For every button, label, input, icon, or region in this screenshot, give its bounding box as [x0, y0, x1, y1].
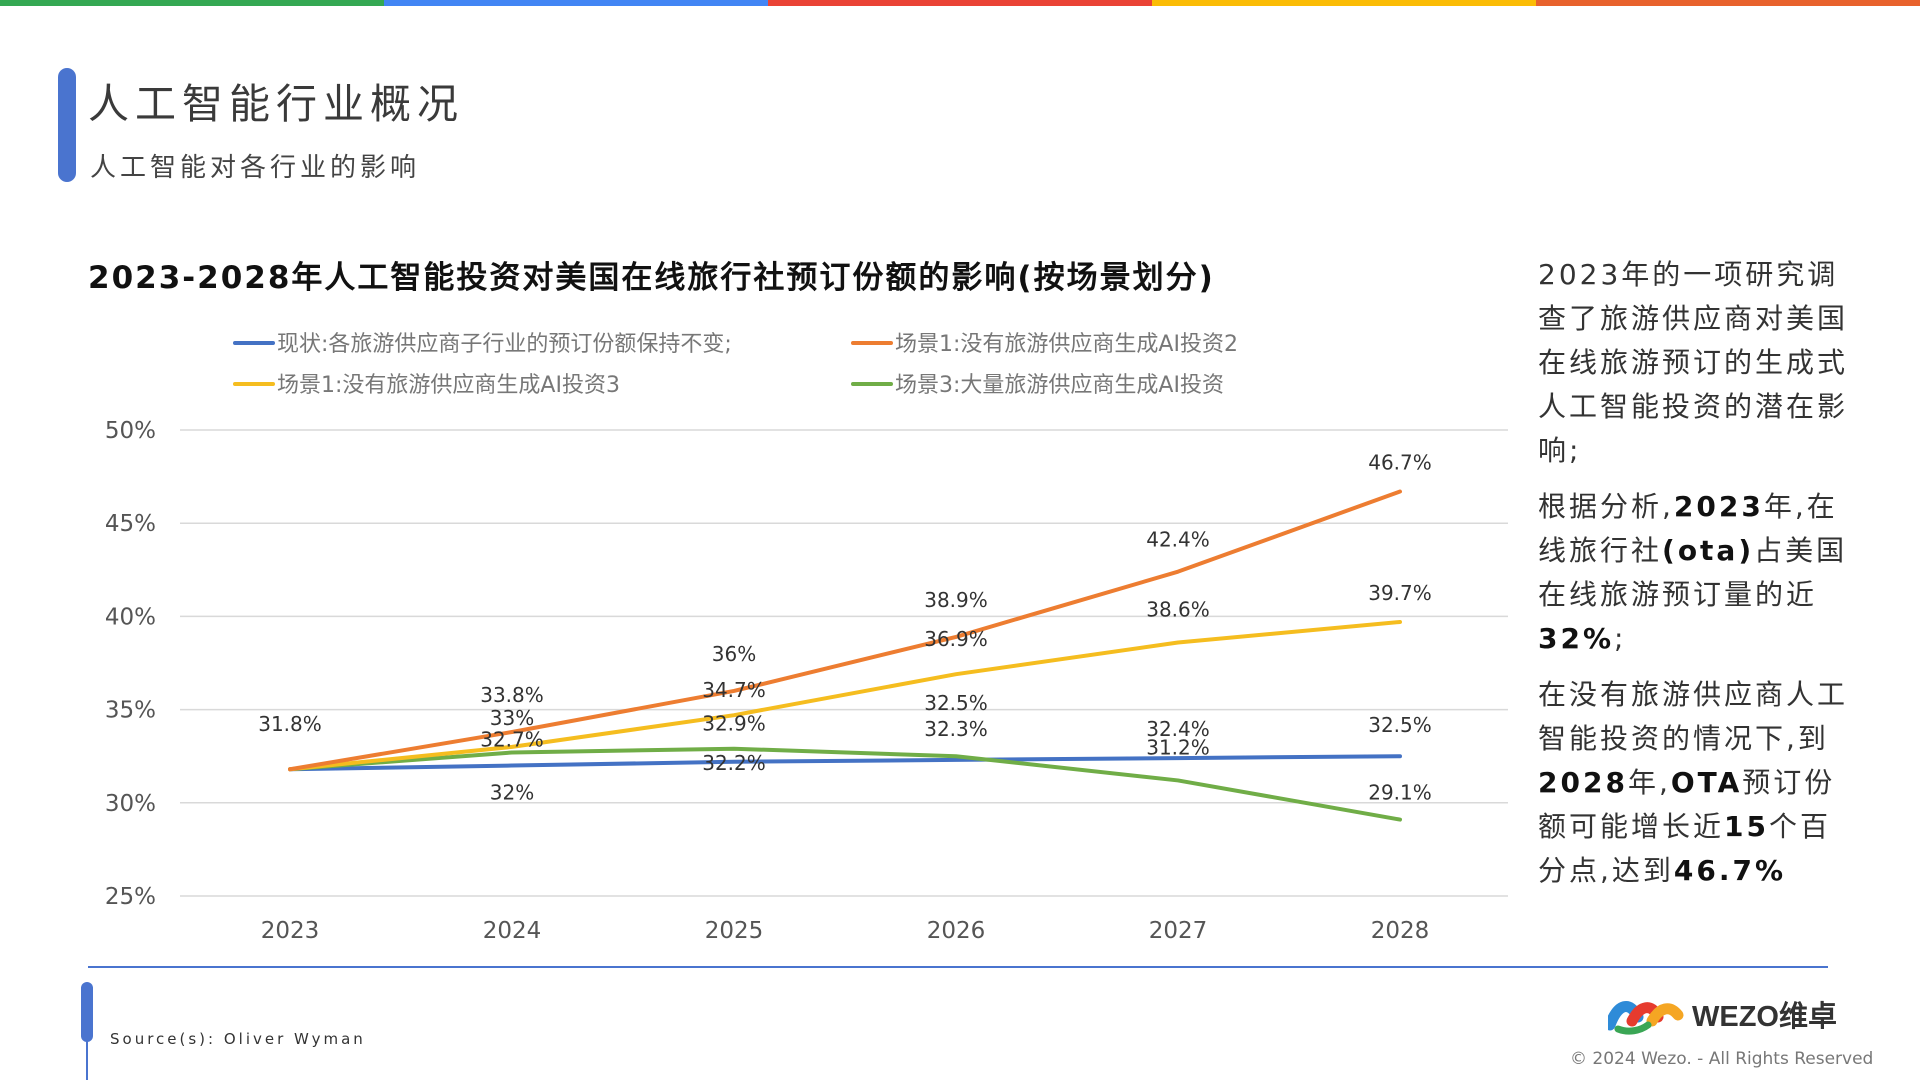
source-citation: Source(s): Oliver Wyman	[110, 1030, 366, 1048]
top-bar-segment	[1536, 0, 1920, 6]
data-label: 32.4%	[1146, 717, 1210, 741]
logo-text: WEZO维卓	[1692, 1000, 1837, 1033]
page-subtitle: 人工智能对各行业的影响	[90, 153, 421, 183]
source-accent-bar	[81, 982, 93, 1042]
side-paragraph-3: 在没有旅游供应商人工智能投资的情况下,到2028年,OTA预订份额可能增长近15…	[1538, 678, 1849, 887]
y-tick-label: 25%	[105, 884, 156, 910]
x-tick-label: 2025	[705, 918, 764, 944]
y-tick-label: 30%	[105, 791, 156, 817]
top-bar-segment	[0, 0, 384, 6]
x-tick-label: 2023	[261, 918, 320, 944]
y-tick-label: 40%	[105, 604, 156, 630]
data-label: 34.7%	[702, 678, 766, 702]
copyright: © 2024 Wezo. - All Rights Reserved	[1570, 1049, 1874, 1069]
data-label: 36%	[712, 642, 756, 666]
data-label: 32.3%	[924, 717, 988, 741]
data-label: 33.8%	[480, 683, 544, 707]
legend-entry: 场景1:没有旅游供应商生成AI投资2	[895, 332, 1238, 357]
side-paragraph-2: 根据分析,2023年,在线旅行社(ota)占美国在线旅游预订量的近32%;	[1538, 490, 1848, 655]
source-accent-stem	[86, 1030, 88, 1080]
data-label: 31.8%	[258, 712, 322, 736]
legend-entry: 现状:各旅游供应商子行业的预订份额保持不变;	[277, 332, 732, 357]
data-label: 42.4%	[1146, 528, 1210, 552]
data-label: 33%	[490, 706, 534, 730]
y-tick-label: 50%	[105, 418, 156, 444]
top-bar-segment	[768, 0, 1152, 6]
x-tick-label: 2024	[483, 918, 542, 944]
data-label: 32%	[490, 781, 534, 805]
page-title: 人工智能行业概况	[88, 80, 464, 128]
y-tick-label: 45%	[105, 511, 156, 537]
data-label: 36.9%	[924, 627, 988, 651]
legend-entry: 场景3:大量旅游供应商生成AI投资	[895, 373, 1224, 398]
data-label: 32.5%	[1368, 713, 1432, 737]
data-label: 39.7%	[1368, 581, 1432, 605]
footer-divider	[88, 966, 1828, 968]
data-label: 32.7%	[480, 727, 544, 751]
data-label: 32.2%	[702, 751, 766, 775]
data-label: 32.9%	[702, 712, 766, 736]
chart-title: 2023-2028年人工智能投资对美国在线旅行社预订份额的影响(按场景划分)	[88, 260, 1215, 296]
data-label: 38.9%	[924, 588, 988, 612]
data-label: 31.2%	[1146, 735, 1210, 759]
y-tick-label: 35%	[105, 698, 156, 724]
legend-entry: 场景1:没有旅游供应商生成AI投资3	[277, 373, 620, 398]
top-bar-segment	[1152, 0, 1536, 6]
top-color-bar	[0, 0, 1920, 6]
x-tick-label: 2028	[1371, 918, 1430, 944]
data-label: 46.7%	[1368, 451, 1432, 475]
series-line	[288, 754, 1402, 772]
wezo-logo: WEZO维卓	[1608, 1000, 1837, 1035]
series-line	[288, 489, 1402, 772]
line-chart: 25% 30% 35% 40% 45% 50% 2023 2024 2025 2026 2027 20…	[105, 332, 1508, 944]
side-paragraph-1: 2023年的一项研究调查了旅游供应商对美国在线旅游预订的生成式人工智能投资的潜在…	[1538, 258, 1849, 467]
x-tick-label: 2026	[927, 918, 986, 944]
title-accent-bar	[58, 68, 76, 182]
data-label: 38.6%	[1146, 597, 1210, 621]
series-line	[288, 746, 1402, 822]
top-bar-segment	[384, 0, 768, 6]
side-description: 2023年的一项研究调查了旅游供应商对美国在线旅游预订的生成式人工智能投资的潜在…	[1538, 253, 1858, 905]
x-tick-label: 2027	[1149, 918, 1208, 944]
data-label: 32.5%	[924, 691, 988, 715]
series-line	[288, 619, 1402, 772]
data-label: 29.1%	[1368, 781, 1432, 805]
